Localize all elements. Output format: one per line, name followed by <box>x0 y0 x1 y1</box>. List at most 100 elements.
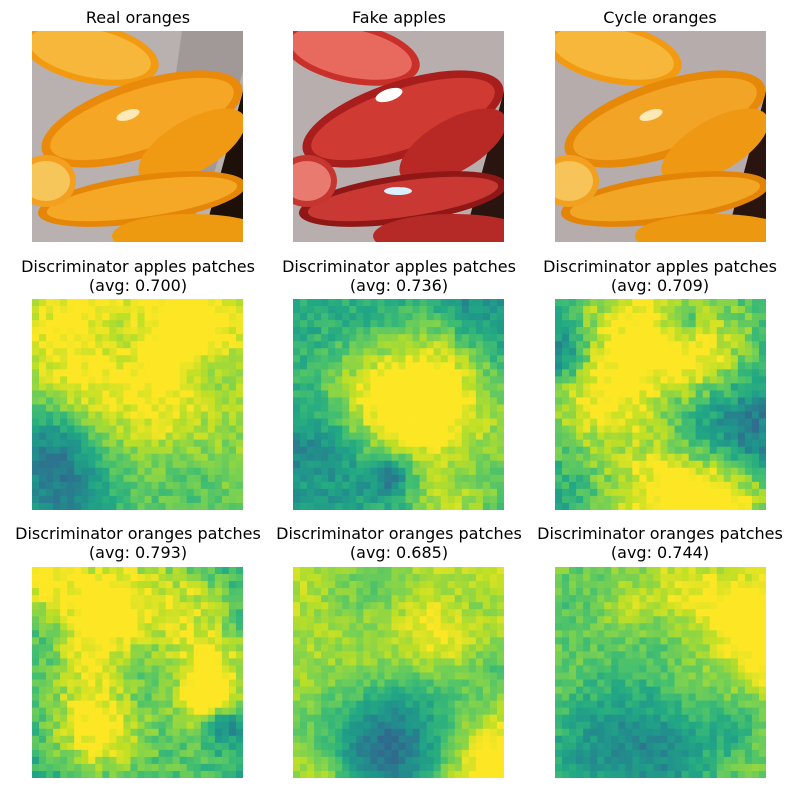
heatmap-cell <box>475 623 484 631</box>
heatmap-cell <box>496 355 504 363</box>
heatmap-cell <box>214 355 223 363</box>
heatmap-cell <box>583 581 591 589</box>
heatmap-cell <box>398 770 406 778</box>
heatmap-cell <box>95 502 103 510</box>
heatmap-cell <box>214 770 223 778</box>
heatmap-cell <box>419 481 428 490</box>
heatmap-cell <box>60 488 68 497</box>
heatmap-cell <box>370 700 378 709</box>
heatmap-cell <box>130 425 138 434</box>
heatmap-cell <box>583 467 591 476</box>
heatmap-cell <box>702 411 711 419</box>
heatmap-cell <box>440 735 449 744</box>
heatmap-cell <box>88 376 96 384</box>
heatmap-cell <box>709 630 718 638</box>
heatmap-cell <box>207 425 216 434</box>
heatmap-cell <box>440 446 449 455</box>
heatmap-cell <box>109 763 117 772</box>
heatmap-cell <box>235 453 243 462</box>
heatmap-cell <box>342 418 350 426</box>
heatmap-cell <box>468 390 477 398</box>
heatmap-cell <box>412 439 420 448</box>
heatmap-cell <box>370 686 378 694</box>
heatmap-cell <box>235 756 243 765</box>
heatmap-cell <box>419 467 428 476</box>
heatmap-cell <box>709 453 718 462</box>
heatmap-cell <box>307 397 315 405</box>
heatmap-cell <box>88 495 96 504</box>
heatmap-cell <box>95 679 103 687</box>
heatmap-cell <box>356 714 364 723</box>
heatmap-cell <box>681 313 690 321</box>
heatmap-cell <box>569 502 577 510</box>
heatmap-cell <box>576 672 584 680</box>
heatmap-cell <box>723 658 732 666</box>
heatmap-cell <box>653 672 661 680</box>
heatmap-cell <box>667 383 675 391</box>
heatmap-cell <box>709 609 718 617</box>
heatmap-cell <box>39 320 47 328</box>
heatmap-cell <box>307 446 315 455</box>
heatmap-cell <box>653 425 661 434</box>
heatmap-cell <box>158 411 167 419</box>
heatmap-cell <box>349 355 357 363</box>
heatmap-cell <box>144 693 152 702</box>
heatmap-cell <box>207 595 216 603</box>
heatmap-cell <box>405 334 413 342</box>
heatmap-cell <box>482 588 491 596</box>
heatmap-cell <box>461 644 470 652</box>
heatmap-cell <box>569 595 577 603</box>
heatmap-cell <box>186 693 195 702</box>
heatmap-cell <box>356 460 364 469</box>
heatmap-cell <box>674 404 682 412</box>
heatmap-cell <box>46 474 54 483</box>
heatmap-cell <box>426 502 435 510</box>
heatmap-cell <box>370 495 378 504</box>
heatmap-cell <box>482 404 491 412</box>
heatmap-cell <box>349 306 357 314</box>
heatmap-cell <box>221 665 230 673</box>
heatmap-cell <box>349 376 357 384</box>
heatmap-cell <box>60 495 68 504</box>
heatmap-cell <box>461 411 470 419</box>
heatmap-cell <box>74 581 82 589</box>
heatmap-cell <box>468 602 477 610</box>
heatmap-cell <box>583 439 591 448</box>
heatmap-cell <box>328 320 336 328</box>
heatmap-cell <box>95 609 103 617</box>
heatmap-cell <box>440 481 449 490</box>
heatmap-cell <box>468 770 477 778</box>
heatmap-cell <box>342 602 350 610</box>
heatmap-cell <box>39 686 47 694</box>
heatmap-cell <box>419 397 428 405</box>
heatmap-cell <box>109 341 117 349</box>
heatmap-cell <box>723 644 732 652</box>
heatmap-cell <box>730 567 739 575</box>
heatmap-cell <box>123 299 131 307</box>
heatmap-cell <box>751 383 760 391</box>
heatmap-cell <box>328 306 336 314</box>
heatmap-cell <box>632 327 640 335</box>
heatmap-cell <box>137 369 145 377</box>
heatmap-cell <box>419 369 428 377</box>
heatmap-cell <box>370 721 378 730</box>
heatmap-cell <box>496 623 504 631</box>
heatmap-cell <box>356 602 364 610</box>
heatmap-cell <box>46 348 54 356</box>
heatmap-cell <box>384 439 392 448</box>
heatmap-cell <box>39 770 47 778</box>
heatmap-cell <box>307 637 315 645</box>
heatmap-cell <box>489 313 498 321</box>
heatmap-cell <box>214 616 223 624</box>
heatmap-cell <box>461 502 470 510</box>
heatmap-cell <box>88 728 96 737</box>
heatmap-cell <box>454 467 463 476</box>
heatmap-cell <box>695 369 704 377</box>
heatmap-cell <box>454 658 463 666</box>
heatmap-cell <box>496 306 504 314</box>
heatmap-cell <box>744 439 753 448</box>
heatmap-cell <box>468 362 477 370</box>
heatmap-cell <box>482 637 491 645</box>
heatmap-cell <box>74 665 82 673</box>
heatmap-cell <box>667 327 675 335</box>
